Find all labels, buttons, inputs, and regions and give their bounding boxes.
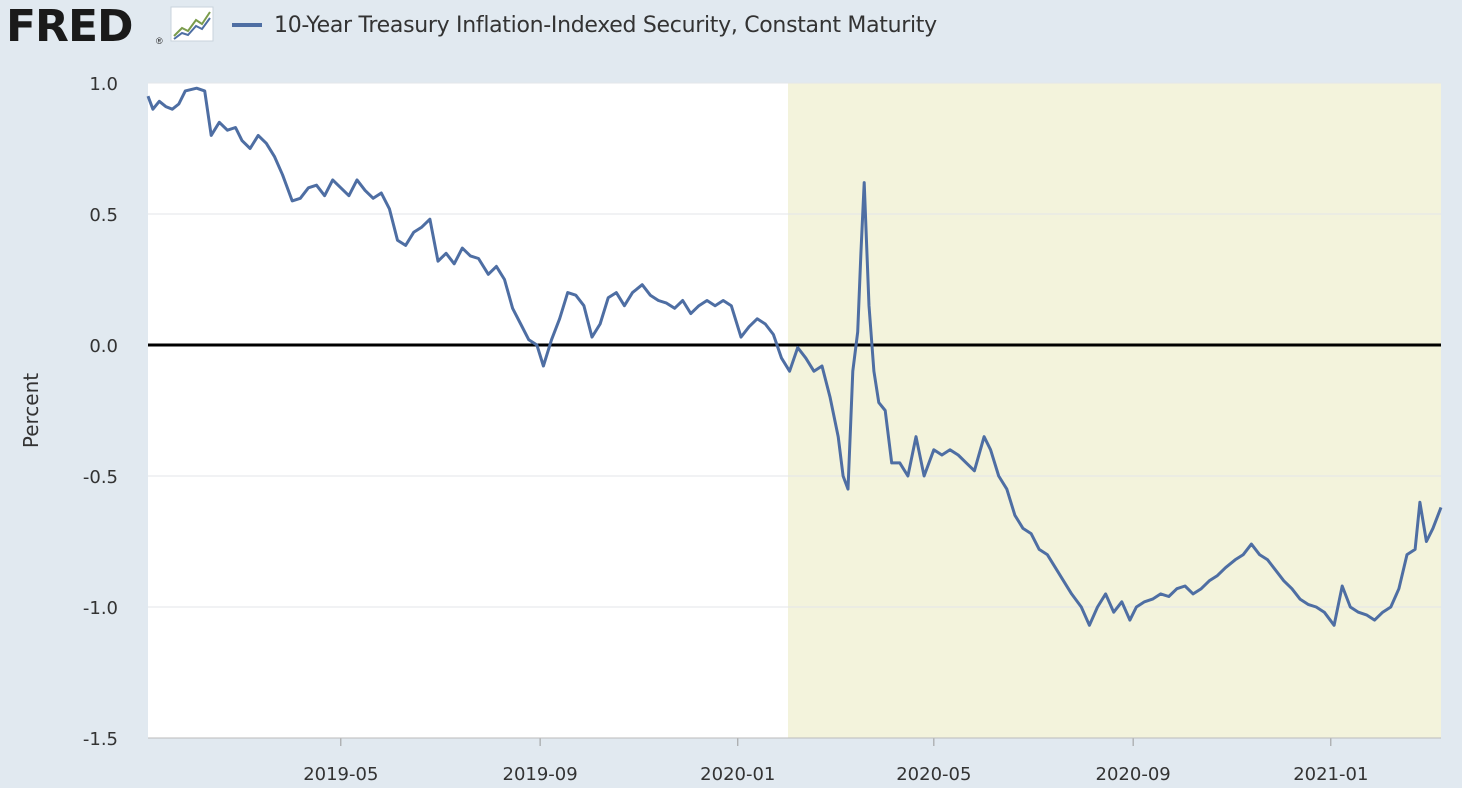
x-tick-label: 2020-05 xyxy=(896,764,971,785)
line-chart-icon xyxy=(170,6,214,42)
y-tick-label: 1.0 xyxy=(89,74,118,95)
fred-registered-mark: ® xyxy=(156,36,163,46)
x-tick-label: 2020-09 xyxy=(1096,764,1171,785)
legend-swatch xyxy=(232,23,262,27)
y-tick-label: 0.5 xyxy=(89,205,118,226)
fred-logo[interactable]: FRED xyxy=(6,1,134,52)
series-line-0 xyxy=(146,86,1443,627)
y-tick-label: -1.5 xyxy=(83,729,118,750)
chart-header: FRED ® 10-Year Treasury Inflation-Indexe… xyxy=(0,0,1462,62)
y-tick-label: -0.5 xyxy=(83,467,118,488)
y-tick-label: 0.0 xyxy=(89,336,118,357)
x-tick-label: 2019-09 xyxy=(503,764,578,785)
x-tick-label: 2021-01 xyxy=(1293,764,1368,785)
plot-area: 1.0 0.5 0.0 -0.5 -1.0 -1.5 2019-05 2019-09 2020-… xyxy=(19,74,1443,785)
recession-shade-0 xyxy=(788,83,1441,738)
y-axis-title: Percent xyxy=(19,373,43,448)
y-tick-label: -1.0 xyxy=(83,598,118,619)
chart-legend[interactable]: 10-Year Treasury Inflation-Indexed Secur… xyxy=(232,8,937,42)
x-tick-label: 2020-01 xyxy=(700,764,775,785)
x-tick-label: 2019-05 xyxy=(303,764,378,785)
legend-series-label: 10-Year Treasury Inflation-Indexed Secur… xyxy=(274,12,937,38)
